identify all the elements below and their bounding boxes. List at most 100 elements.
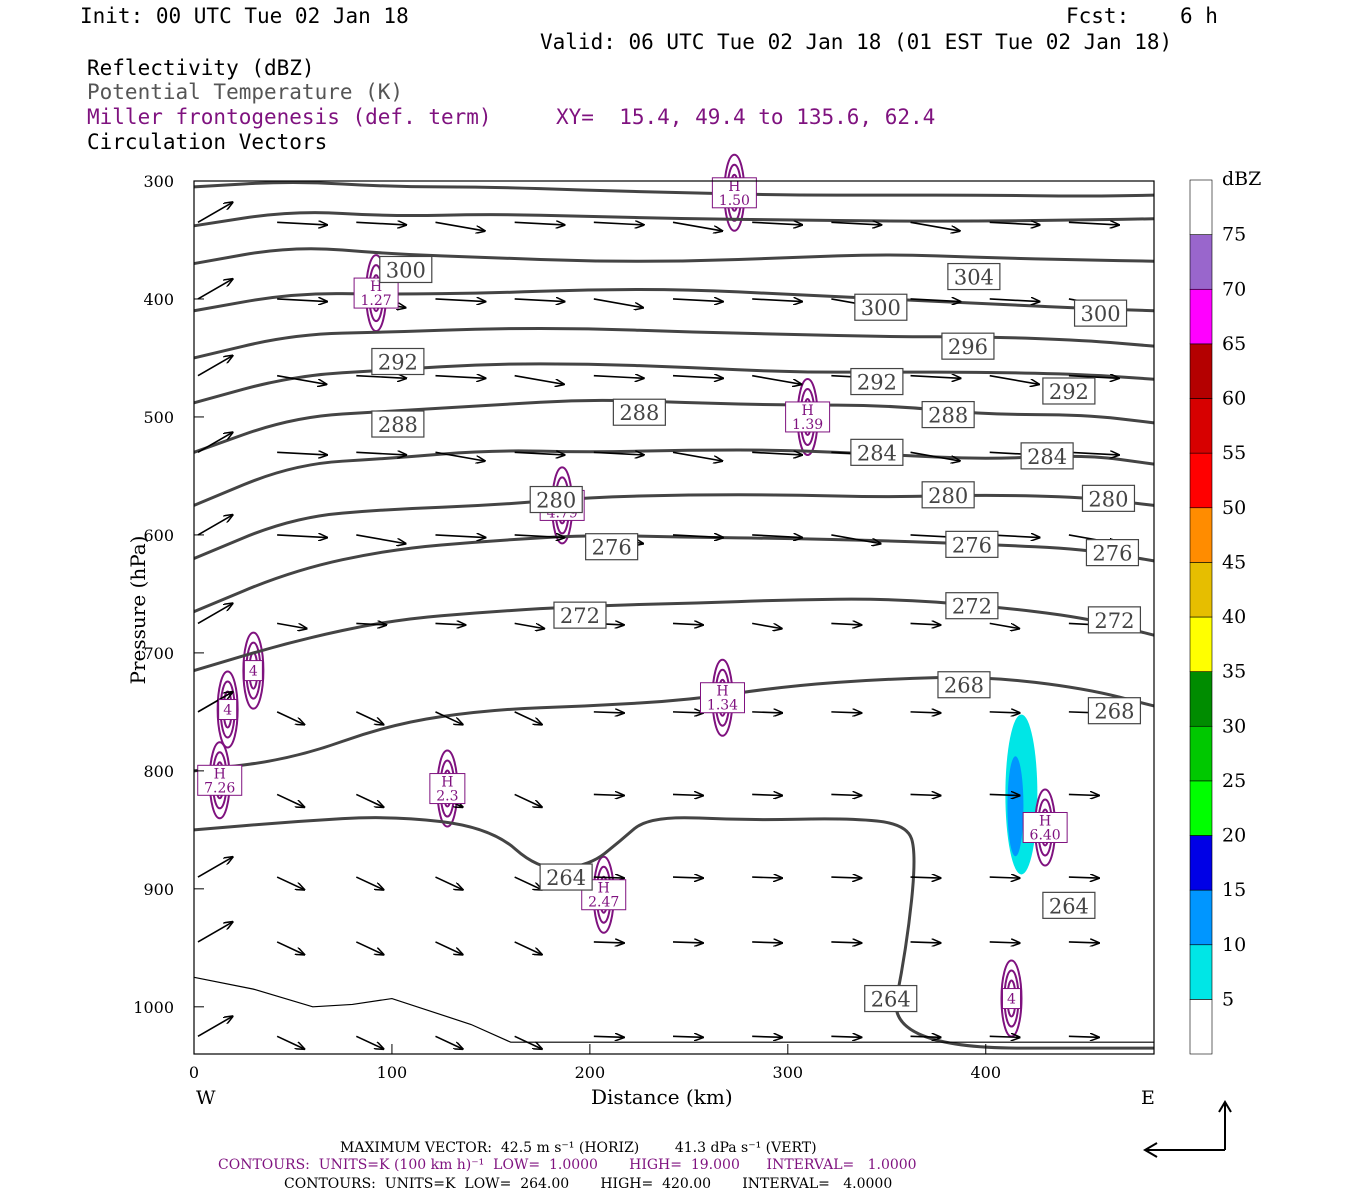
x-axis-title: Distance (km) (591, 1085, 733, 1109)
colorbar-segment (1189, 671, 1213, 727)
circulation-vector (752, 794, 782, 795)
fronto-max-label: H1.50 (711, 177, 757, 209)
circulation-vector (989, 622, 1020, 628)
svg-text:280: 280 (928, 484, 968, 508)
circulation-vector (989, 794, 1020, 795)
colorbar-label: 65 (1222, 333, 1246, 355)
svg-text:272: 272 (560, 604, 600, 628)
y-tick-label: 300 (143, 172, 174, 191)
x-tick-label: 200 (575, 1063, 606, 1082)
circulation-vector (1068, 877, 1099, 878)
fronto-contour (216, 670, 239, 749)
circulation-vector (435, 941, 462, 955)
theta-label: 284 (850, 438, 904, 466)
colorbar-segment (1189, 179, 1213, 235)
circulation-vector (277, 299, 327, 302)
max-vector-text: MAXIMUM VECTOR: 42.5 m s⁻¹ (HORIZ) 41.3 … (340, 1140, 817, 1156)
theta-contour-308 (193, 211, 1155, 228)
colorbar-label: 30 (1222, 715, 1246, 737)
svg-text:264: 264 (871, 988, 911, 1012)
circulation-vector (989, 222, 1040, 225)
circulation-vector (356, 452, 406, 455)
fronto-max-symbol: H (716, 684, 728, 700)
colorbar-segment (1189, 725, 1213, 782)
svg-text:304: 304 (954, 266, 994, 290)
theta-contour-312 (193, 180, 1155, 198)
circulation-vector (910, 877, 941, 878)
circulation-vector (672, 942, 703, 943)
fronto-max-value: 4 (1007, 992, 1016, 1008)
theta-label: 272 (553, 601, 607, 629)
circulation-vector (593, 376, 644, 379)
theta-contour-292 (193, 362, 1155, 405)
fronto-max-value: 7.26 (204, 780, 235, 796)
fronto-max-value: 1.27 (361, 293, 392, 309)
svg-text:300: 300 (1081, 302, 1121, 326)
fronto-max-value: 1.39 (792, 417, 823, 433)
y-axis-title: Pressure (hPa) (126, 535, 150, 685)
circulation-vector (989, 877, 1020, 878)
circulation-vector (672, 712, 703, 713)
circulation-vector (514, 793, 542, 807)
y-tick-label: 800 (143, 762, 174, 781)
circulation-vector (672, 221, 722, 231)
theta-label: 280 (1081, 484, 1136, 512)
theta-label: 280 (921, 481, 975, 509)
circulation-vector (277, 535, 327, 538)
theta-label: 280 (529, 485, 583, 514)
circulation-vector (752, 942, 782, 943)
colorbar-label: 50 (1222, 497, 1246, 519)
svg-text:280: 280 (1088, 487, 1128, 511)
circulation-vector (514, 535, 565, 538)
field-reflectivity: Reflectivity (dBZ) (87, 56, 315, 80)
circulation-vector (435, 711, 462, 725)
circulation-vector (752, 374, 801, 385)
circulation-vector (197, 356, 233, 377)
circulation-vector (277, 452, 327, 455)
fronto-max-symbol: H (370, 279, 382, 295)
circulation-vector (514, 941, 542, 955)
theta-label: 268 (1087, 697, 1142, 725)
theta-label: 272 (1087, 606, 1142, 634)
theta-label: 288 (921, 400, 975, 429)
circulation-vector (355, 941, 383, 955)
colorbar-segment (1189, 507, 1213, 563)
circulation-vector (514, 222, 565, 225)
fronto-max-value: 1.34 (707, 698, 738, 714)
svg-text:272: 272 (952, 595, 992, 619)
circulation-vector (593, 298, 643, 308)
circulation-vector (910, 299, 961, 302)
circulation-vector (1068, 1036, 1099, 1037)
circulation-vector (514, 1035, 542, 1049)
theta-contour-304 (193, 247, 1155, 266)
x-tick-label: 100 (377, 1063, 408, 1082)
x-tick-label: 300 (773, 1063, 804, 1082)
colorbar-segment (1189, 889, 1213, 946)
circulation-vector (435, 451, 484, 461)
circulation-vector (672, 376, 723, 379)
colorbar-segment (1189, 343, 1213, 399)
circulation-vector (831, 534, 880, 544)
fronto-max-value: 4 (249, 664, 258, 680)
y-tick-label: 900 (143, 880, 174, 899)
y-tick-label: 1000 (133, 998, 174, 1017)
reference-vector-icon (1143, 1100, 1232, 1158)
y-tick-label: 500 (143, 408, 174, 427)
colorbar-label: 20 (1222, 825, 1246, 847)
circulation-vector (752, 222, 802, 225)
svg-text:276: 276 (592, 536, 632, 560)
circulation-vector (276, 793, 304, 807)
circulation-vector (593, 222, 644, 225)
theta-contour-284 (193, 448, 1155, 507)
svg-text:300: 300 (386, 258, 426, 282)
circulation-vector (831, 877, 861, 878)
circulation-vector (1068, 942, 1099, 943)
colorbar-label: 5 (1222, 988, 1234, 1010)
circulation-vector (355, 876, 383, 890)
colorbar-label: 60 (1222, 388, 1246, 410)
svg-text:292: 292 (378, 350, 418, 374)
colorbar-segment (1189, 835, 1213, 891)
fcst-value: 6 h (1180, 4, 1218, 28)
fronto-max-label: H1.39 (785, 401, 831, 433)
colorbar-segment (1189, 288, 1213, 345)
